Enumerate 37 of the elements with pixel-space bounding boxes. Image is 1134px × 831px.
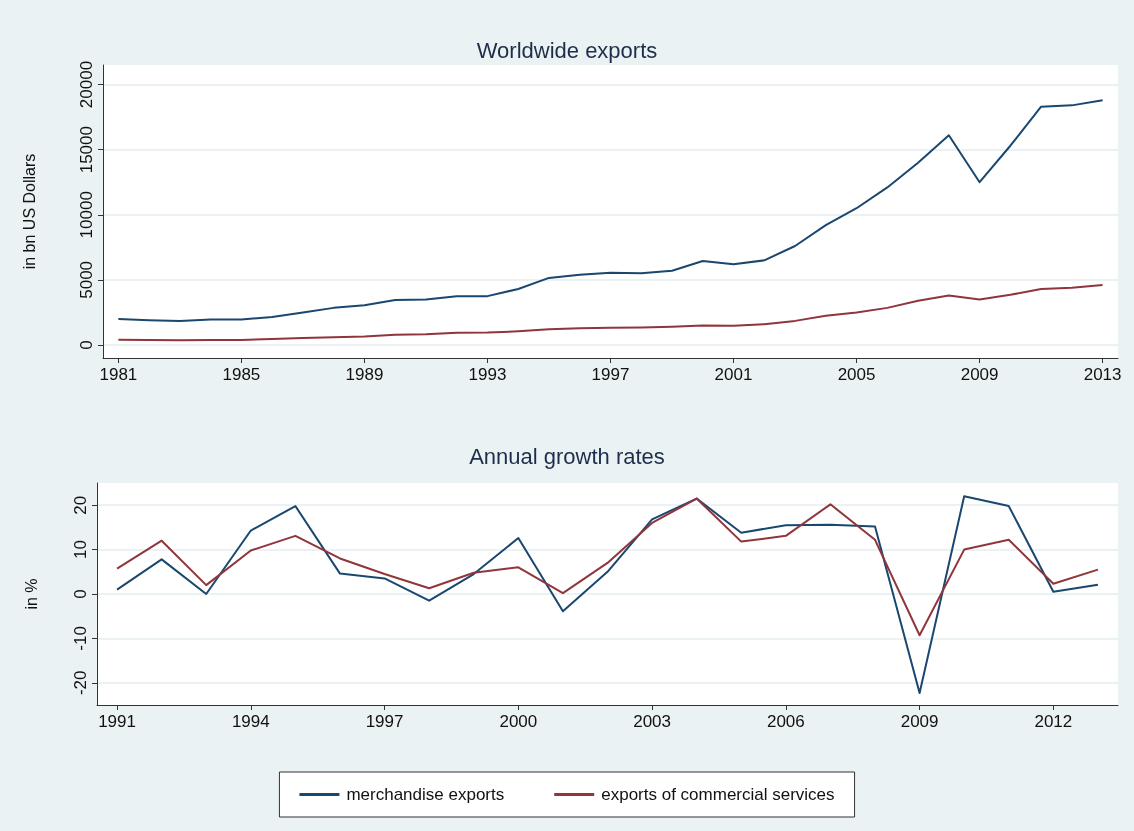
y-tick-label: 15000: [77, 126, 96, 174]
x-tick-label: 2009: [900, 712, 939, 731]
line-series: [116, 495, 1099, 695]
legend-label: merchandise exports: [346, 785, 505, 804]
x-tick-label: 2012: [1034, 712, 1073, 731]
y-tick-label: 20: [71, 495, 90, 515]
x-tick-label: 2001: [714, 365, 753, 384]
x-tick-label: 1991: [98, 712, 136, 731]
x-tick-label: 1993: [468, 365, 507, 384]
y-tick-label: 5000: [77, 260, 96, 299]
x-tick-label: 2003: [633, 712, 671, 731]
line-series: [116, 497, 1099, 637]
y-tick-label: 10: [71, 540, 90, 560]
y-tick-label: -10: [71, 626, 90, 651]
y-tick-label: 0: [77, 340, 96, 350]
y-tick-label: 0: [71, 589, 90, 599]
line-series: [117, 284, 1104, 342]
y-tick-label: 10000: [77, 191, 96, 239]
y-axis-title: in bn US Dollars: [20, 153, 38, 270]
chart-title: Annual growth rates: [469, 443, 665, 469]
x-tick-label: 1981: [99, 365, 138, 384]
y-tick-label: 20000: [77, 60, 96, 109]
x-tick-label: 2005: [837, 365, 876, 384]
x-tick-label: 1985: [222, 365, 261, 384]
legend-label: exports of commercial services: [601, 785, 835, 804]
y-tick-label: -20: [71, 670, 90, 696]
line-series: [117, 99, 1104, 322]
x-tick-label: 2013: [1083, 365, 1122, 384]
chart-title: Worldwide exports: [476, 37, 658, 63]
x-tick-label: 1997: [365, 712, 404, 731]
y-axis-title: in %: [22, 578, 40, 610]
x-tick-label: 1989: [345, 365, 384, 384]
x-tick-label: 2006: [766, 712, 805, 731]
x-tick-label: 1994: [231, 712, 270, 731]
x-tick-label: 2000: [499, 712, 538, 731]
x-tick-label: 1997: [591, 365, 630, 384]
x-tick-label: 2009: [960, 365, 999, 384]
